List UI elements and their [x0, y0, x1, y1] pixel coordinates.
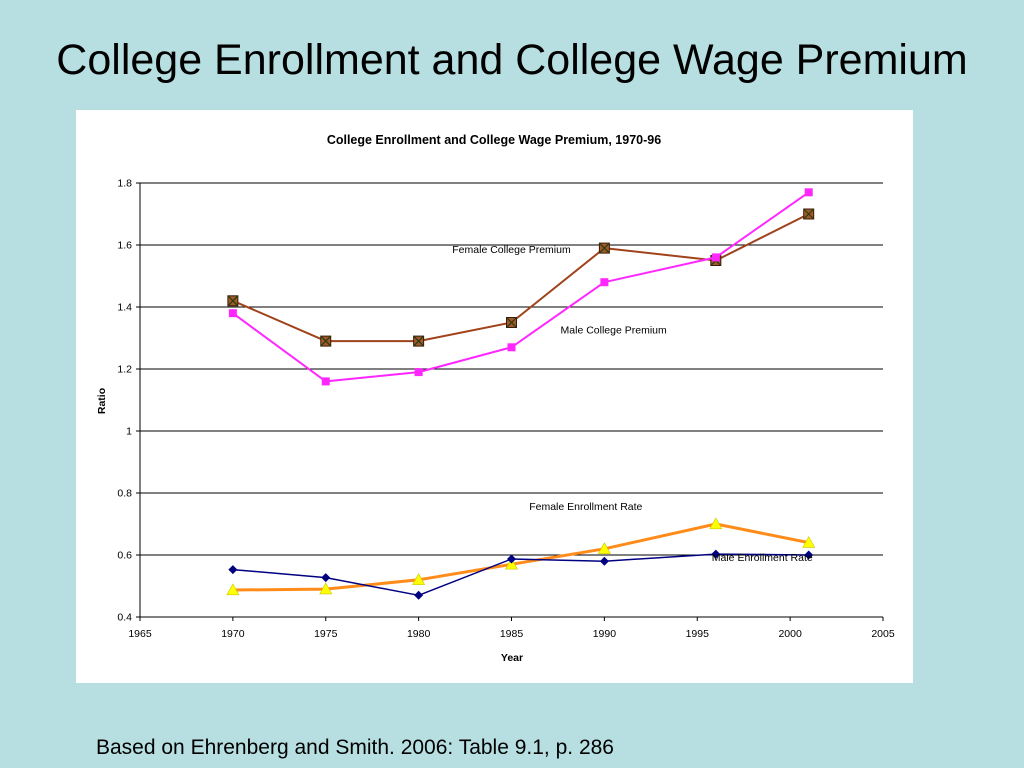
data-point-cross [320, 335, 332, 347]
series-layer [226, 188, 816, 600]
x-axis-label: Year [501, 652, 523, 664]
x-tick-label: 2000 [778, 628, 802, 640]
axes: 0.4 0.6 0.8 1 1.2 1.4 1.6 1.8 1965 1970 1975 1980 19… [117, 178, 894, 641]
x-tick-label: 1990 [593, 628, 617, 640]
source-footnote: Based on Ehrenberg and Smith. 2006: Tabl… [96, 736, 614, 759]
y-tick-label: 1.8 [117, 178, 132, 190]
data-point [414, 590, 424, 600]
y-tick-label: 1.6 [117, 240, 132, 252]
annotation-label: Male Enrollment Rate [712, 552, 813, 564]
data-point [414, 368, 423, 377]
data-point [504, 557, 519, 570]
y-tick-label: 1.4 [117, 302, 132, 314]
chart-title: College Enrollment and College Wage Prem… [327, 133, 661, 147]
y-tick-label: 0.6 [117, 550, 132, 562]
data-point-cross [227, 295, 239, 307]
data-point [599, 556, 609, 566]
series-line [232, 191, 810, 383]
series-male-enrollment [228, 549, 814, 600]
data-point [802, 535, 816, 548]
data-point [711, 549, 721, 559]
x-tick-label: 1975 [314, 628, 338, 640]
data-point [709, 517, 723, 530]
y-tick-label: 0.8 [117, 488, 132, 500]
annotation-label: Female College Premium [452, 244, 571, 256]
series-male-premium [228, 188, 813, 386]
data-point-cross [506, 317, 517, 328]
gridlines [140, 182, 883, 556]
data-point [507, 554, 516, 564]
x-tick-label: 1980 [407, 628, 431, 640]
data-point [600, 278, 609, 287]
data-point [321, 573, 331, 583]
annotation-label: Female Enrollment Rate [529, 501, 642, 513]
y-tick-label: 1.2 [117, 364, 132, 376]
x-tick-label: 1970 [221, 628, 245, 640]
data-point [507, 343, 516, 352]
data-point [226, 583, 240, 596]
series-line [232, 213, 810, 343]
series-female-enrollment [226, 517, 816, 596]
y-tick-label: 0.4 [117, 612, 132, 624]
annotations: Female College Premium Male College Premi… [452, 244, 813, 564]
data-point [804, 188, 813, 197]
data-point [597, 542, 611, 554]
data-point [228, 309, 237, 318]
data-point-cross [598, 242, 610, 254]
x-tick-label: 1985 [500, 628, 524, 640]
data-point [804, 550, 814, 560]
line-chart: College Enrollment and College Wage Prem… [96, 133, 895, 664]
data-point [319, 582, 333, 595]
x-tick-label: 2005 [871, 628, 895, 640]
series-female-premium [227, 208, 815, 347]
x-tick-label: 1965 [128, 628, 152, 640]
chart-panel: College Enrollment and College Wage Prem… [76, 110, 913, 683]
slide-title: College Enrollment and College Wage Prem… [56, 36, 968, 84]
data-point [412, 573, 426, 585]
data-point [711, 253, 720, 262]
data-point-cross [803, 208, 815, 220]
annotation-label: Male College Premium [561, 324, 667, 336]
y-axis-label: Ratio [96, 388, 108, 414]
data-point [321, 377, 330, 386]
data-point-cross [413, 335, 425, 347]
x-tick-label: 1995 [686, 628, 710, 640]
data-point [228, 565, 238, 575]
y-tick-label: 1 [126, 426, 132, 438]
